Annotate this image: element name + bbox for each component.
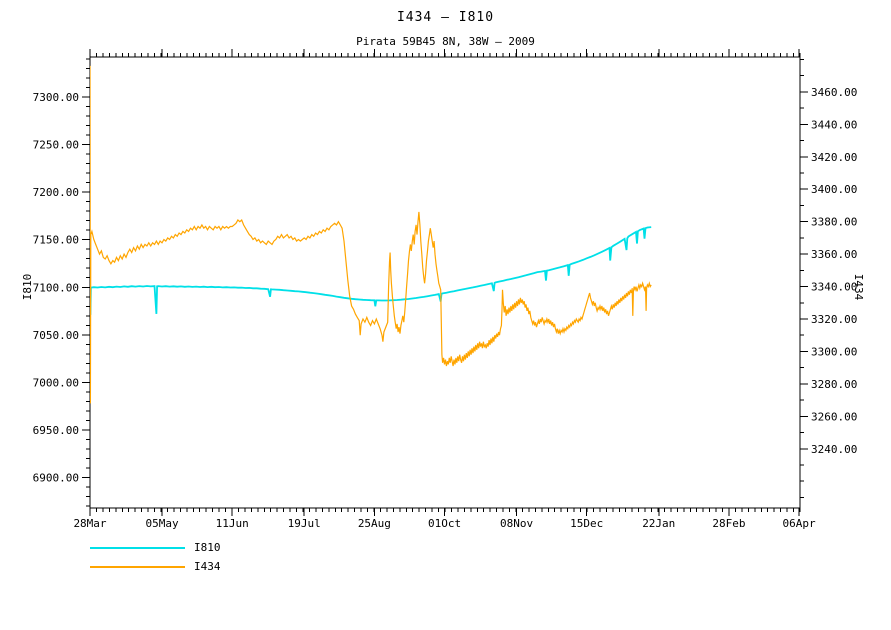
x-tick-label: 22Jan <box>642 517 675 530</box>
x-tick-label: 11Jun <box>216 517 249 530</box>
legend-item-i810: I810 <box>90 538 221 557</box>
y-right-tick-label: 3440.00 <box>811 118 857 131</box>
y-right-tick-label: 3260.00 <box>811 410 857 423</box>
x-tick-label: 28Feb <box>712 517 745 530</box>
x-tick-label: 28Mar <box>73 517 106 530</box>
y-left-tick-label: 7100.00 <box>33 281 79 294</box>
x-tick-label: 19Jul <box>288 517 321 530</box>
y-right-tick-label: 3340.00 <box>811 281 857 294</box>
x-tick-label: 01Oct <box>428 517 461 530</box>
y-left-tick-label: 6900.00 <box>33 472 79 485</box>
legend-label-i810: I810 <box>194 541 221 554</box>
right-axis-title: I434 <box>852 273 865 301</box>
y-right-tick-label: 3300.00 <box>811 345 857 358</box>
y-left-tick-label: 7200.00 <box>33 186 79 199</box>
legend: I810 I434 <box>90 538 221 576</box>
y-left-tick-label: 7300.00 <box>33 91 79 104</box>
legend-label-i434: I434 <box>194 560 221 573</box>
x-tick-label: 05May <box>145 517 178 530</box>
y-right-tick-label: 3460.00 <box>811 86 857 99</box>
y-left-tick-label: 7050.00 <box>33 329 79 342</box>
y-right-tick-label: 3240.00 <box>811 443 857 456</box>
y-left-tick-label: 7150.00 <box>33 234 79 247</box>
plot-frame <box>89 56 801 509</box>
chart-subtitle: Pirata 59B45 8N, 38W – 2009 <box>356 35 535 48</box>
y-left-tick-label: 6950.00 <box>33 424 79 437</box>
series-i810-line <box>90 226 652 315</box>
y-right-tick-label: 3360.00 <box>811 248 857 261</box>
left-axis-title: I810 <box>21 273 34 301</box>
y-left-tick-label: 7000.00 <box>33 376 79 389</box>
x-tick-label: 08Nov <box>500 517 533 530</box>
y-right-tick-label: 3380.00 <box>811 216 857 229</box>
y-left-tick-label: 7250.00 <box>33 139 79 152</box>
x-tick-label: 06Apr <box>782 517 815 530</box>
x-tick-label: 15Dec <box>570 517 603 530</box>
series-i434-line <box>90 65 652 404</box>
i434-line-swatch <box>90 565 185 568</box>
y-right-tick-label: 3400.00 <box>811 183 857 196</box>
i810-line-swatch <box>90 546 185 549</box>
x-tick-label: 25Aug <box>358 517 391 530</box>
y-right-tick-label: 3320.00 <box>811 313 857 326</box>
chart-title: I434 – I810 <box>396 10 495 25</box>
y-right-tick-label: 3280.00 <box>811 378 857 391</box>
y-right-tick-label: 3420.00 <box>811 151 857 164</box>
legend-item-i434: I434 <box>90 557 221 576</box>
